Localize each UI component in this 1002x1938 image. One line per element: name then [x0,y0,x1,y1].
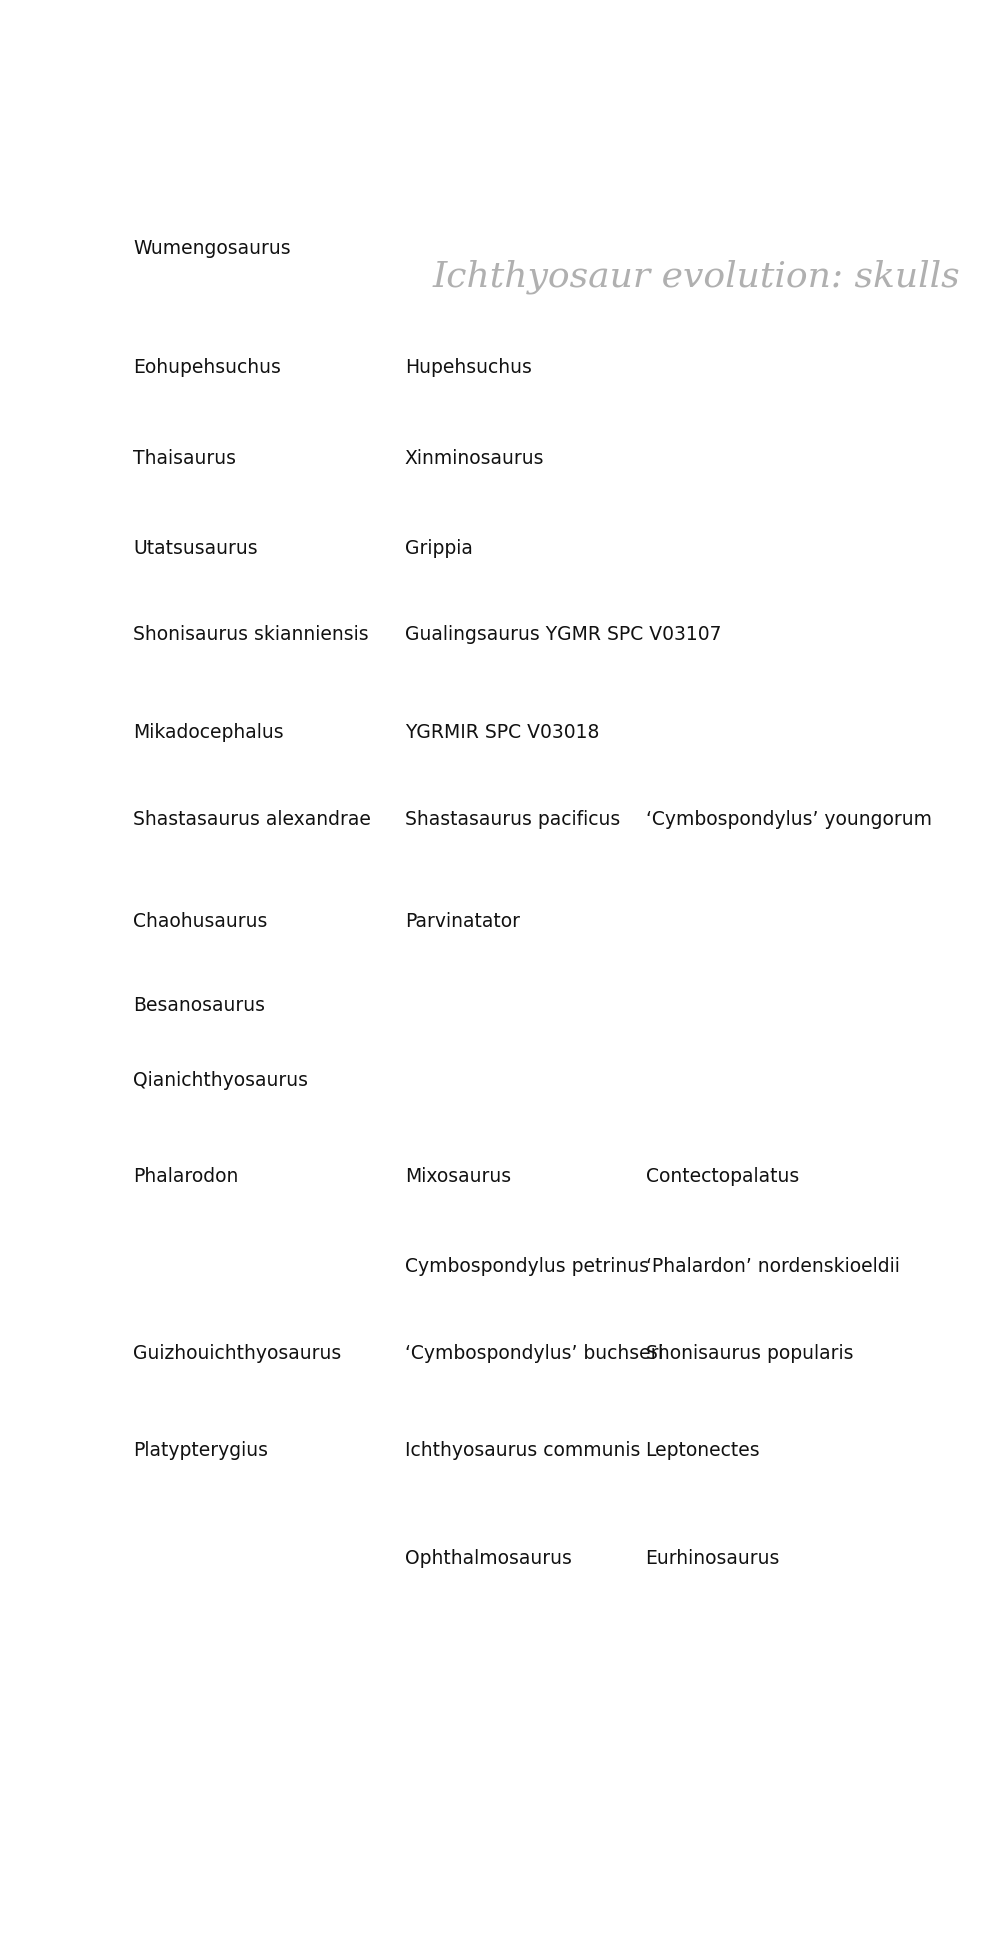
Text: Leptonectes: Leptonectes [645,1442,761,1461]
Text: Mikadocephalus: Mikadocephalus [133,723,284,742]
Text: Xinminosaurus: Xinminosaurus [405,450,544,467]
Text: Gualingsaurus YGMR SPC V03107: Gualingsaurus YGMR SPC V03107 [405,626,721,643]
Text: ‘Cymbospondylus’ buchseri: ‘Cymbospondylus’ buchseri [405,1343,663,1362]
Text: Guizhouichthyosaurus: Guizhouichthyosaurus [133,1343,342,1362]
Text: Shonisaurus skianniensis: Shonisaurus skianniensis [133,626,369,643]
Text: Besanosaurus: Besanosaurus [133,996,265,1016]
Text: Platypterygius: Platypterygius [133,1442,268,1461]
Text: ‘Cymbospondylus’ youngorum: ‘Cymbospondylus’ youngorum [645,810,932,829]
Text: Cymbospondylus petrinus: Cymbospondylus petrinus [405,1256,649,1275]
Text: Chaohusaurus: Chaohusaurus [133,911,268,930]
Text: Hupehsuchus: Hupehsuchus [405,359,532,378]
Text: Shastasaurus pacificus: Shastasaurus pacificus [405,810,620,829]
Text: Ophthalmosaurus: Ophthalmosaurus [405,1548,572,1568]
Text: Utatsusaurus: Utatsusaurus [133,539,258,558]
Text: Ichthyosaur evolution: skulls: Ichthyosaur evolution: skulls [432,260,960,295]
Text: Contectopalatus: Contectopalatus [645,1167,799,1186]
Text: Shastasaurus alexandrae: Shastasaurus alexandrae [133,810,371,829]
Text: ‘Phalardon’ nordenskioeldii: ‘Phalardon’ nordenskioeldii [645,1256,900,1275]
Text: Wumengosaurus: Wumengosaurus [133,238,291,258]
Text: Eurhinosaurus: Eurhinosaurus [645,1548,780,1568]
Text: Ichthyosaurus communis: Ichthyosaurus communis [405,1442,640,1461]
Text: Shonisaurus popularis: Shonisaurus popularis [645,1343,853,1362]
Text: Qianichthyosaurus: Qianichthyosaurus [133,1072,308,1089]
Text: Eohupehsuchus: Eohupehsuchus [133,359,281,378]
Text: Mixosaurus: Mixosaurus [405,1167,511,1186]
Text: YGRMIR SPC V03018: YGRMIR SPC V03018 [405,723,599,742]
Text: Thaisaurus: Thaisaurus [133,450,236,467]
Text: Grippia: Grippia [405,539,473,558]
Text: Parvinatator: Parvinatator [405,911,520,930]
Text: Phalarodon: Phalarodon [133,1167,238,1186]
